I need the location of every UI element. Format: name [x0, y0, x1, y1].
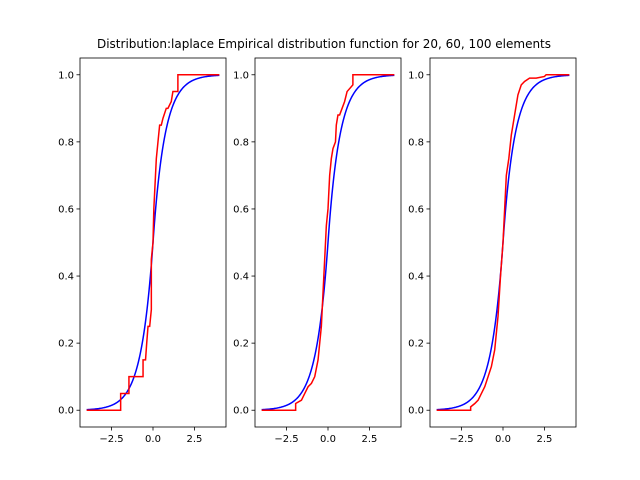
- y-tick-label: 0.0: [58, 406, 74, 417]
- x-tick-label: 2.5: [537, 434, 553, 445]
- subplots: −2.5 0.0 2.5 0.0 0.2 0.4 0.6 0.8 1.0 −2.5 0.0 2.5 0.…: [58, 57, 577, 445]
- y-tick-label: 0.8: [408, 137, 424, 148]
- y-tick-label: 0.6: [58, 204, 74, 215]
- y-tick-label: 0.2: [408, 339, 424, 350]
- empirical-cdf-line: [436, 74, 570, 411]
- subplot-3: −2.5 0.0 2.5 0.0 0.2 0.4 0.6 0.8 1.0: [408, 57, 577, 445]
- y-tick-label: 0.2: [233, 339, 249, 350]
- y-tick-label: 0.6: [408, 204, 424, 215]
- x-tick-label: −2.5: [274, 434, 298, 445]
- x-tick-label: 2.5: [187, 434, 203, 445]
- y-tick-label: 0.8: [58, 137, 74, 148]
- y-tick-label: 0.8: [233, 137, 249, 148]
- subplot-1: −2.5 0.0 2.5 0.0 0.2 0.4 0.6 0.8 1.0: [58, 57, 227, 445]
- x-tick-label: −2.5: [99, 434, 123, 445]
- y-tick-label: 0.2: [58, 339, 74, 350]
- x-tick-label: 2.5: [362, 434, 378, 445]
- y-tick-label: 0.4: [58, 272, 74, 283]
- subplot-2: −2.5 0.0 2.5 0.0 0.2 0.4 0.6 0.8 1.0: [233, 57, 402, 445]
- x-tick-label: 0.0: [495, 434, 511, 445]
- figure-title: Distribution:laplace Empirical distribut…: [97, 37, 551, 51]
- y-tick-label: 1.0: [58, 70, 74, 81]
- empirical-cdf-line: [261, 74, 395, 411]
- empirical-cdf-line: [86, 74, 220, 411]
- x-tick-label: 0.0: [320, 434, 336, 445]
- y-tick-label: 0.6: [233, 204, 249, 215]
- x-tick-label: −2.5: [449, 434, 473, 445]
- y-tick-label: 1.0: [408, 70, 424, 81]
- y-tick-label: 1.0: [233, 70, 249, 81]
- x-tick-label: 0.0: [145, 434, 161, 445]
- y-tick-label: 0.4: [408, 272, 424, 283]
- y-tick-label: 0.0: [233, 406, 249, 417]
- theoretical-cdf-line: [261, 74, 395, 411]
- y-tick-label: 0.0: [408, 406, 424, 417]
- y-tick-label: 0.4: [233, 272, 249, 283]
